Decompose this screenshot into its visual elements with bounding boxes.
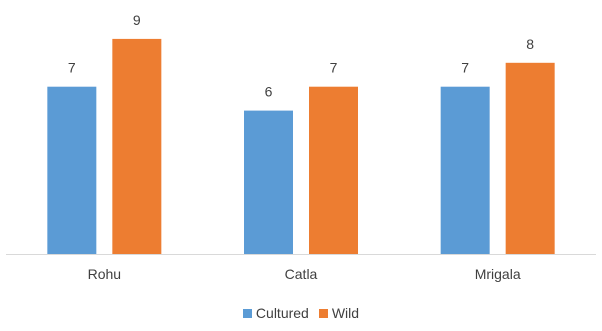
bar-wild-mrigala	[505, 62, 555, 254]
data-label-wild-catla: 7	[330, 60, 338, 76]
data-label-wild-rohu: 9	[133, 12, 141, 28]
data-label-cultured-rohu: 7	[68, 60, 76, 76]
bar-cultured-catla	[244, 110, 293, 254]
chart-legend: Cultured Wild	[0, 303, 602, 323]
data-label-wild-mrigala: 8	[526, 36, 534, 52]
legend-swatch-cultured	[242, 308, 252, 318]
x-tick-label-rohu: Rohu	[88, 266, 121, 282]
legend-label-wild: Wild	[331, 305, 360, 321]
x-tick-label-mrigala: Mrigala	[475, 266, 521, 282]
bar-cultured-rohu	[47, 86, 97, 254]
bar-wild-catla	[309, 86, 358, 254]
legend-item-cultured: Cultured	[242, 305, 309, 321]
data-label-cultured-catla: 6	[265, 84, 273, 100]
bar-cultured-mrigala	[440, 86, 490, 254]
bar-wild-rohu	[112, 38, 162, 255]
legend-swatch-wild	[318, 308, 328, 318]
legend-item-wild: Wild	[318, 305, 360, 321]
data-label-cultured-mrigala: 7	[461, 60, 469, 76]
x-tick-label-catla: Catla	[285, 266, 318, 282]
legend-label-cultured: Cultured	[255, 305, 309, 321]
